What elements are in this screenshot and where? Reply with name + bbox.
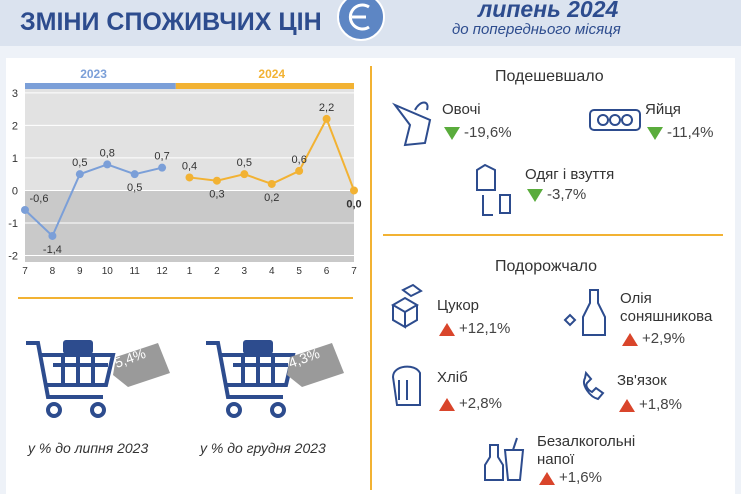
item-name: Зв'язок — [617, 372, 667, 389]
point — [158, 163, 167, 172]
point — [21, 205, 29, 214]
value-label: 2,2 — [319, 102, 334, 114]
change-arrow — [539, 472, 555, 485]
x-tick-label: 3 — [242, 266, 248, 277]
point — [103, 160, 112, 169]
item-change: +1,8% — [639, 396, 682, 413]
icons — [391, 101, 641, 481]
item-name: Одяг і взуття — [525, 166, 615, 183]
value-label: 0,5 — [72, 157, 87, 169]
cart-caption: у % до липня 2023 — [28, 440, 149, 456]
point — [240, 170, 249, 179]
item-change: -11,4% — [667, 124, 714, 141]
x-tick-label: 12 — [157, 266, 169, 277]
value-label: -1,4 — [43, 244, 62, 256]
year-band — [25, 83, 176, 89]
y-tick-label: 2 — [12, 120, 18, 132]
x-tick-label: 4 — [269, 266, 275, 277]
series-line — [24, 163, 163, 238]
point — [48, 231, 57, 240]
y-tick-label: 1 — [12, 153, 18, 165]
point — [75, 170, 84, 179]
value-label: 0,5 — [127, 182, 142, 194]
x-tick-label: 9 — [77, 266, 83, 277]
change-arrow — [622, 333, 638, 346]
x-tick-label: 11 — [129, 266, 140, 277]
item-name: Хліб — [437, 369, 468, 386]
item-name: Безалкогольні напої — [537, 433, 636, 468]
period: липень 2024 — [478, 0, 619, 22]
x-tick-label: 6 — [324, 266, 330, 277]
item-change: -3,7% — [547, 186, 587, 203]
item-change: +12,1% — [459, 320, 511, 337]
plot-lower — [25, 190, 354, 262]
item-change: +2,8% — [459, 395, 502, 412]
subtitle: до попереднього місяця — [452, 21, 621, 38]
legend-label: 2023 — [80, 67, 107, 81]
divider — [370, 66, 372, 490]
value-label: 0,5 — [237, 157, 252, 169]
logo — [337, 0, 385, 41]
y-tick-label: 0 — [12, 185, 18, 197]
divider — [383, 234, 723, 236]
change-arrow — [527, 189, 543, 202]
section-title: Подорожчало — [495, 258, 598, 275]
x-tick-label: 2 — [214, 266, 220, 277]
x-tick-label: 7 — [22, 266, 28, 277]
point — [267, 179, 276, 188]
year-band — [175, 83, 354, 89]
x-tick-label: 1 — [187, 266, 193, 277]
item-change: +1,6% — [559, 469, 602, 486]
item-name: Овочі — [442, 101, 481, 118]
value-label: 0,8 — [100, 147, 115, 159]
divider — [18, 297, 353, 299]
change-arrow — [647, 127, 663, 140]
item-name: Цукор — [437, 297, 480, 314]
value-label: 0,2 — [264, 192, 279, 204]
y-tick-label: -1 — [8, 218, 18, 230]
item-change: -19,6% — [464, 124, 512, 141]
point — [322, 114, 331, 123]
x-tick-label: 5 — [296, 266, 302, 277]
value-label: 0,3 — [209, 189, 224, 201]
y-tick-label: -2 — [8, 250, 18, 262]
x-tick-label: 7 — [351, 266, 357, 277]
value-label: -0,6 — [30, 193, 49, 205]
change-arrow — [619, 399, 635, 412]
item-name: Яйця — [645, 101, 681, 118]
section-title: Подешевшало — [495, 68, 604, 85]
value-label: 0,7 — [154, 151, 169, 163]
change-arrow — [444, 127, 460, 140]
value-label: 0,0 — [346, 198, 361, 210]
item-change: +2,9% — [642, 330, 685, 347]
change-arrow — [439, 398, 455, 411]
cart-caption: у % до грудня 2023 — [200, 440, 326, 456]
value-label: 0,4 — [182, 160, 197, 172]
title: ЗМІНИ СПОЖИВЧИХ ЦІН — [20, 8, 322, 36]
legend-label: 2024 — [258, 67, 285, 81]
point — [130, 170, 139, 179]
x-tick-label: 8 — [50, 266, 56, 277]
change-arrow — [439, 323, 455, 336]
point — [295, 166, 304, 175]
point — [185, 173, 194, 182]
y-tick-label: 3 — [12, 88, 18, 100]
carts — [26, 340, 344, 418]
item-name: Олія соняшникова — [620, 290, 713, 325]
x-tick-label: 10 — [102, 266, 114, 277]
point — [212, 176, 221, 185]
point — [350, 186, 358, 195]
value-label: 0,6 — [292, 154, 307, 166]
